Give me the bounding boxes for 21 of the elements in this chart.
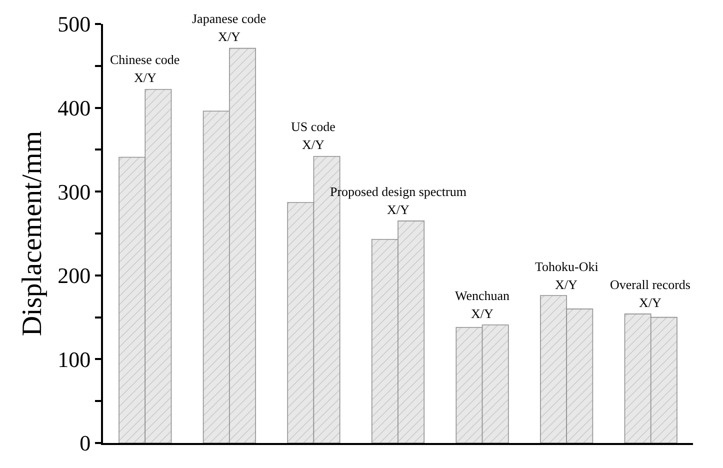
annotation: X/Y (387, 202, 410, 217)
annotation: X/Y (555, 277, 578, 292)
y-tick-label: 500 (58, 12, 91, 37)
annotation: X/Y (302, 137, 325, 152)
y-tick-label: 200 (58, 263, 91, 288)
x-tick-label: Proposed design spectrum (330, 184, 466, 199)
x-tick-label: Japanese code (192, 11, 266, 26)
y-tick-label: 300 (58, 179, 91, 204)
y-axis-title: Displacement/mm (16, 130, 48, 336)
x-tick-label: Overall records (610, 277, 690, 292)
x-tick-label: US code (291, 119, 336, 134)
y-tick-label: 400 (58, 96, 91, 120)
annotation: X/Y (218, 29, 241, 44)
y-tick-label: 0 (80, 430, 91, 456)
annotation: X/Y (134, 70, 157, 85)
y-tick-label: 100 (58, 346, 91, 372)
x-tick-label: Tohoku-Oki (535, 259, 599, 274)
x-tick-label: Wenchuan (455, 288, 510, 303)
annotation: X/Y (639, 295, 662, 310)
x-tick-label: Chinese code (110, 52, 180, 67)
annotation: X/Y (471, 306, 494, 321)
